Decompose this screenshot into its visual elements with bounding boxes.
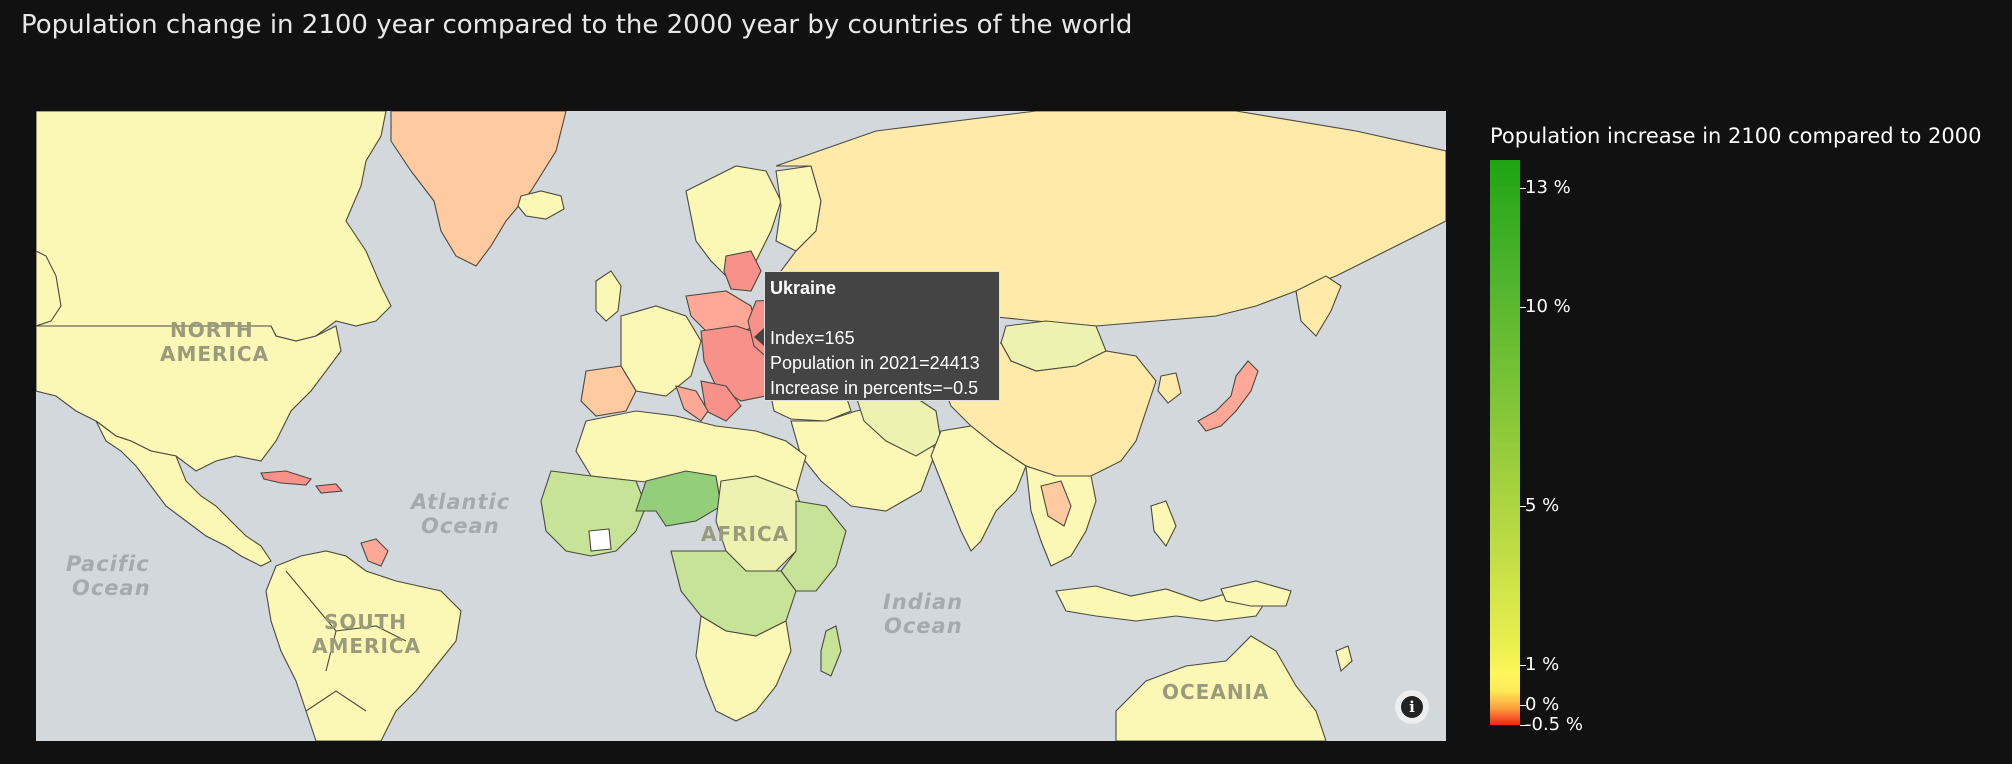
country-southern-africa: [695, 615, 792, 722]
continent-label-africa: AFRICA: [701, 522, 789, 546]
country-hispaniola: [315, 483, 344, 494]
legend-title: Population increase in 2100 compared to …: [1490, 124, 1982, 148]
hover-tooltip: Ukraine Index=165 Population in 2021=244…: [764, 271, 1000, 401]
country-mexico: [95, 420, 272, 567]
country-east-africa: [780, 500, 847, 592]
country-spain: [580, 365, 637, 417]
colorbar-tick-label: 10 %: [1525, 296, 1571, 318]
country-cuba: [260, 470, 312, 486]
tooltip-index: Index=165: [770, 328, 855, 348]
tooltip-country: Ukraine: [770, 278, 837, 298]
ocean-label-atlantic-2: Ocean: [421, 514, 500, 538]
colorbar-tick-label: 1 %: [1525, 654, 1560, 676]
ocean-label-pacific-2: Ocean: [72, 576, 151, 600]
country-ivory-coast: [588, 528, 612, 552]
country-madagascar: [820, 625, 842, 677]
country-iceland: [517, 190, 565, 220]
country-indonesia: [1055, 585, 1267, 622]
colorbar-tick: [1520, 307, 1526, 309]
colorbar-tick-label: 5 %: [1525, 495, 1560, 517]
choropleth-map[interactable]: Pacific Ocean Atlantic Ocean Indian Ocea…: [36, 111, 1446, 741]
world-map[interactable]: Pacific Ocean Atlantic Ocean Indian Ocea…: [36, 111, 1446, 741]
country-greenland: [390, 111, 567, 267]
continent-label-north-2: AMERICA: [160, 342, 269, 366]
ocean-label-indian-1: Indian: [883, 590, 963, 614]
ocean-label-pacific-1: Pacific: [66, 552, 150, 576]
continent-label-oceania: OCEANIA: [1162, 680, 1269, 704]
colorbar-tick: [1520, 506, 1526, 508]
country-india: [930, 425, 1027, 552]
country-usa-alaska: [36, 250, 62, 327]
colorbar-tick: [1520, 705, 1526, 707]
country-papua: [1220, 580, 1292, 607]
ocean-label-indian-2: Ocean: [884, 614, 963, 638]
colorbar-tick-label: 13 %: [1525, 176, 1571, 198]
colorbar-tick-label: -0.5 %: [1525, 714, 1583, 735]
country-usa: [36, 325, 342, 472]
country-central-africa: [715, 475, 807, 572]
country-italy: [675, 385, 709, 422]
country-west-africa: [540, 470, 647, 557]
colorbar: [1490, 160, 1520, 725]
country-new-zealand: [1335, 645, 1353, 673]
country-korea: [1157, 372, 1182, 404]
country-niger: [635, 470, 722, 527]
country-venezuela: [360, 538, 389, 567]
country-thailand: [1040, 480, 1072, 527]
colorbar-tick: [1520, 725, 1526, 726]
continent-label-south-2: AMERICA: [312, 634, 421, 658]
colorbar-tick: [1520, 665, 1526, 667]
info-button[interactable]: i: [1395, 690, 1429, 724]
tooltip-arrow: [754, 327, 765, 347]
country-australia: [1115, 635, 1327, 741]
info-icon: i: [1401, 696, 1423, 718]
country-uk: [595, 270, 622, 322]
colorbar-tick-label: 0 %: [1525, 694, 1560, 716]
country-japan: [1197, 360, 1259, 432]
colorbar-tick: [1520, 187, 1526, 189]
country-west-europe: [620, 305, 702, 397]
country-canada: [36, 111, 392, 342]
country-kamchatka: [1295, 275, 1342, 337]
country-baltics: [723, 250, 762, 292]
page-title: Population change in 2100 year compared …: [21, 10, 1133, 40]
country-south-america: [265, 550, 462, 741]
tooltip-increase: Increase in percents=−0.5: [770, 378, 979, 398]
country-philippines: [1150, 500, 1177, 548]
ocean-label-atlantic-1: Atlantic: [409, 490, 510, 514]
continent-label-south-1: SOUTH: [324, 610, 407, 634]
continent-label-north-1: NORTH: [170, 318, 254, 342]
tooltip-population: Population in 2021=24413: [770, 353, 980, 373]
